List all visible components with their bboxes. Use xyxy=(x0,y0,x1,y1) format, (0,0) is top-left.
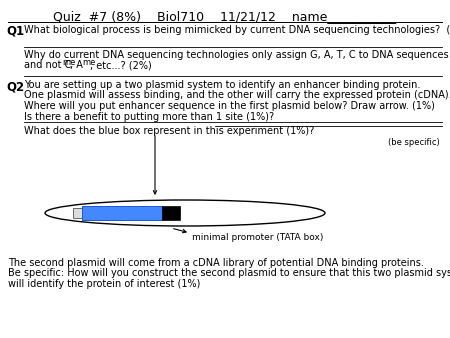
Text: What does the blue box represent in this experiment (1%)?: What does the blue box represent in this… xyxy=(24,126,314,136)
Text: Q2: Q2 xyxy=(6,80,24,93)
Text: One plasmid will assess binding, and the other will carry the expressed protein : One plasmid will assess binding, and the… xyxy=(24,91,450,100)
Text: me: me xyxy=(82,58,95,67)
Text: , A: , A xyxy=(70,60,83,70)
Text: me: me xyxy=(62,58,76,67)
Text: , etc...? (2%): , etc...? (2%) xyxy=(90,60,152,70)
Text: The second plasmid will come from a cDNA library of potential DNA binding protei: The second plasmid will come from a cDNA… xyxy=(8,258,424,268)
Text: Why do current DNA sequencing technologies only assign G, A, T, C to DNA sequenc: Why do current DNA sequencing technologi… xyxy=(24,50,449,60)
Text: will identify the protein of interest (1%): will identify the protein of interest (1… xyxy=(8,279,200,289)
Bar xyxy=(73,208,83,218)
Text: Be specific: How will you construct the second plasmid to ensure that this two p: Be specific: How will you construct the … xyxy=(8,268,450,279)
Text: You are setting up a two plasmid system to identify an enhancer binding protein.: You are setting up a two plasmid system … xyxy=(24,80,420,90)
Text: Is there a benefit to putting more than 1 site (1%)?: Is there a benefit to putting more than … xyxy=(24,112,274,121)
Text: and not C: and not C xyxy=(24,60,72,70)
Text: Q1: Q1 xyxy=(6,25,24,38)
Text: (be specific): (be specific) xyxy=(388,138,440,147)
Text: What biological process is being mimicked by current DNA sequencing technologies: What biological process is being mimicke… xyxy=(24,25,450,35)
Bar xyxy=(162,206,180,220)
Bar xyxy=(82,206,162,220)
Text: minimal promoter (TATA box): minimal promoter (TATA box) xyxy=(192,233,324,242)
Text: Quiz  #7 (8%)    Biol710    11/21/12    name___________: Quiz #7 (8%) Biol710 11/21/12 name______… xyxy=(54,10,396,23)
Text: Where will you put enhancer sequence in the first plasmid below? Draw arrow. (1%: Where will you put enhancer sequence in … xyxy=(24,101,435,111)
